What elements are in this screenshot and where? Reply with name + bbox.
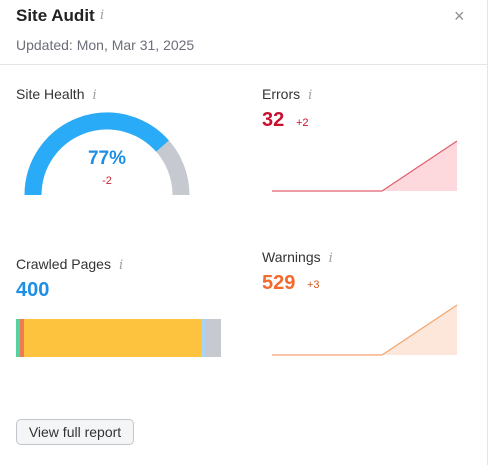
widget-header: Site Audit i Updated: Mon, Mar 31, 2025 … — [0, 0, 488, 65]
updated-date: Updated: Mon, Mar 31, 2025 — [16, 37, 195, 53]
warnings-value[interactable]: 529 — [262, 272, 296, 294]
warnings-trend-line — [272, 304, 458, 356]
site-health-label: Site Health i — [16, 86, 97, 103]
warnings-label-text: Warnings — [262, 249, 321, 265]
site-health-percent: 77% — [87, 148, 127, 169]
bar-segment-broken[interactable] — [20, 319, 24, 357]
errors-trend-chart — [272, 140, 458, 192]
site-health-label-text: Site Health — [16, 86, 85, 102]
info-icon[interactable]: i — [118, 258, 124, 273]
warnings-trend-area — [272, 305, 457, 355]
errors-delta: +2 — [296, 117, 309, 129]
site-health-gauge — [24, 112, 190, 196]
gauge-fill — [24, 112, 169, 196]
info-icon[interactable]: i — [328, 251, 333, 266]
widget-title: Site Audit i — [16, 6, 104, 26]
warnings-delta: +3 — [307, 279, 320, 291]
errors-trend-line — [272, 140, 458, 192]
warnings-trend-chart — [272, 304, 458, 356]
crawled-pages-label: Crawled Pages i — [16, 256, 123, 273]
errors-trend-area — [272, 141, 457, 191]
bar-segment-blocked[interactable] — [205, 319, 221, 357]
errors-label: Errors i — [262, 86, 312, 103]
info-icon[interactable]: i — [308, 88, 313, 103]
close-icon[interactable]: × — [454, 6, 465, 26]
bar-segment-have-issues[interactable] — [24, 319, 201, 357]
info-icon[interactable]: i — [100, 8, 105, 23]
warnings-label: Warnings i — [262, 249, 333, 266]
bar-segment-healthy[interactable] — [16, 319, 20, 357]
view-full-report-button[interactable]: View full report — [16, 419, 134, 445]
site-health-delta: -2 — [102, 175, 112, 187]
crawled-pages-label-text: Crawled Pages — [16, 256, 111, 272]
crawled-pages-value[interactable]: 400 — [16, 279, 50, 301]
errors-value[interactable]: 32 — [262, 109, 285, 131]
info-icon[interactable]: i — [92, 88, 97, 103]
widget-title-text: Site Audit — [16, 6, 95, 25]
errors-label-text: Errors — [262, 86, 301, 102]
bar-segment-redirects[interactable] — [201, 319, 205, 357]
